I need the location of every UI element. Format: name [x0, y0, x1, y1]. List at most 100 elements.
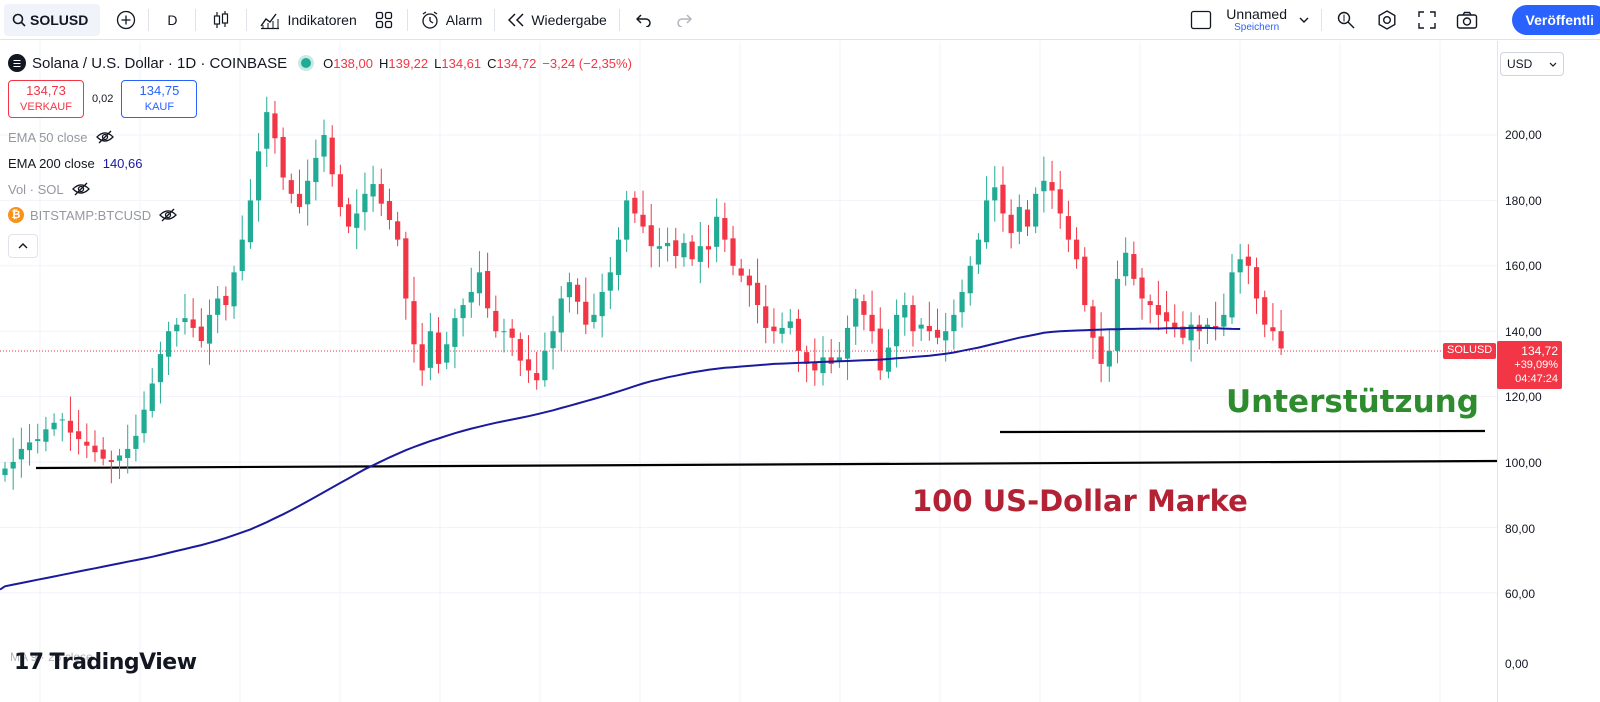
support-line: [999, 429, 1486, 434]
candle-body: [1123, 252, 1129, 277]
price-tick: 60,00: [1505, 587, 1536, 601]
sell-label: VERKAUF: [20, 101, 72, 113]
candle-body: [525, 359, 532, 371]
support-annotation: Unterstützung: [1226, 384, 1479, 420]
ohlc-close-key: C: [487, 55, 497, 71]
settings-button[interactable]: [1366, 4, 1408, 36]
currency-label: USD: [1507, 57, 1533, 71]
undo-button[interactable]: [624, 4, 664, 36]
candle-body: [1270, 327, 1276, 332]
indicator-btcusd[interactable]: ₿ BITSTAMP:BTCUSD: [8, 202, 638, 228]
ohlc-low-value: 134,61: [441, 55, 482, 71]
layout-name-label: Unnamed: [1226, 5, 1287, 22]
candle-body: [1163, 312, 1170, 322]
candle-body: [108, 460, 114, 462]
hidden-indicator-label: MA 9 · 26 close: [10, 650, 93, 664]
candle-body: [820, 357, 826, 374]
currency-select[interactable]: USD: [1500, 52, 1564, 76]
alarm-button[interactable]: Alarm: [412, 4, 491, 36]
candle-body: [1262, 297, 1268, 325]
candle-body: [141, 409, 147, 434]
candle-body: [1106, 350, 1112, 367]
candle-body: [509, 328, 515, 338]
chart-grid: [0, 41, 1497, 702]
candle-body: [116, 455, 123, 461]
candle-body: [460, 305, 466, 319]
save-status-label: Speichern: [1234, 21, 1280, 33]
sell-button[interactable]: 134,73 VERKAUF: [8, 80, 84, 118]
eye-hidden-icon[interactable]: [71, 182, 90, 196]
interval-button[interactable]: D: [167, 11, 178, 28]
candle-body: [869, 314, 875, 332]
price-tick: 200,00: [1505, 128, 1542, 142]
candle-body: [640, 214, 646, 227]
spread-row: 134,73 VERKAUF 0,02 134,75 KAUF: [8, 80, 638, 118]
publish-button[interactable]: Veröffentli: [1511, 5, 1600, 35]
candle-body: [223, 295, 229, 306]
candle-body: [1237, 259, 1243, 273]
collapse-legend-button[interactable]: [8, 234, 38, 258]
candle-body: [452, 318, 458, 347]
indicator-ema50[interactable]: EMA 50 close: [8, 124, 638, 150]
eye-hidden-icon[interactable]: [159, 208, 178, 222]
candle-body: [1139, 277, 1145, 299]
candle-body: [575, 284, 581, 302]
candle-body: [501, 331, 507, 333]
candle-body: [542, 350, 548, 381]
candle-body: [763, 306, 769, 328]
compare-symbol-button[interactable]: [108, 4, 144, 36]
plus-circle-icon: [116, 10, 136, 30]
candle-body: [272, 113, 278, 139]
candle-body: [76, 431, 82, 440]
indicator-label: EMA 50 close: [8, 129, 88, 145]
fullscreen-button[interactable]: [1408, 4, 1446, 36]
layout-menu-button[interactable]: Unnamed Speichern: [1218, 4, 1317, 36]
candle-body: [296, 193, 303, 207]
layouts-grid-button[interactable]: [365, 4, 403, 36]
rewind-icon: [507, 12, 525, 27]
candle-body: [1204, 324, 1211, 329]
replay-button[interactable]: Wiedergabe: [499, 4, 615, 36]
sell-price: 134,73: [26, 83, 66, 98]
indicator-ema200[interactable]: EMA 200 close 140,66: [8, 150, 638, 176]
redo-icon: [676, 13, 692, 27]
multi-layout-checkbox[interactable]: [1184, 4, 1218, 36]
candle-body: [853, 298, 859, 327]
candle-body: [566, 282, 573, 298]
indicator-volume[interactable]: Vol · SOL: [8, 176, 638, 202]
indicators-chart-icon: [259, 10, 281, 30]
redo-button[interactable]: [664, 4, 704, 36]
candle-body: [468, 291, 474, 303]
candle-body: [1000, 184, 1006, 214]
candle-body: [1229, 272, 1235, 318]
candle-body: [313, 157, 319, 183]
candle-body: [166, 331, 172, 357]
snapshot-button[interactable]: [1446, 4, 1488, 36]
tradingview-wordmark: TradingView: [49, 650, 197, 675]
candle-body: [190, 319, 196, 328]
indicators-button[interactable]: Indikatoren: [251, 4, 364, 36]
eye-hidden-icon[interactable]: [95, 130, 114, 144]
search-icon: [12, 13, 30, 27]
symbol-title[interactable]: Solana / U.S. Dollar · 1D · COINBASE: [32, 54, 288, 72]
indicator-label: Vol · SOL: [8, 181, 64, 197]
solana-logo-icon: [8, 54, 26, 72]
candle-body: [877, 328, 883, 371]
candle-body: [435, 332, 442, 364]
candle-body: [1098, 336, 1104, 364]
candle-body: [370, 184, 376, 197]
chart-canvas[interactable]: [0, 41, 1497, 702]
candle-body: [1245, 256, 1251, 266]
candles-icon: [212, 10, 230, 30]
candle-body: [648, 225, 654, 247]
candle-body: [534, 373, 540, 381]
search-magic-icon: [1336, 10, 1356, 30]
chart-type-button[interactable]: [200, 4, 242, 36]
candle-body: [746, 275, 752, 286]
candle-body: [18, 448, 24, 460]
symbol-search-button[interactable]: SOLUSD: [4, 3, 101, 36]
buy-button[interactable]: 134,75 KAUF: [121, 80, 198, 118]
candle-body: [427, 331, 433, 368]
candle-body: [1213, 325, 1219, 328]
quick-search-button[interactable]: [1326, 4, 1366, 36]
